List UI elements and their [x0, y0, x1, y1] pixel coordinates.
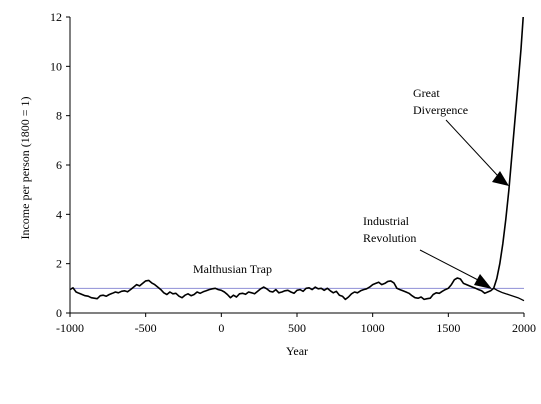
x-tick-label: -500	[135, 321, 157, 335]
annotation-industrial-revolution: Industrial Revolution	[363, 214, 492, 289]
x-axis-label: Year	[286, 344, 308, 358]
x-tick-label: 2000	[512, 321, 536, 335]
annotation-text: Divergence	[413, 103, 468, 117]
arrow-head	[474, 274, 492, 289]
y-tick-label: 10	[50, 59, 62, 73]
x-tick-label: 500	[288, 321, 306, 335]
series-line-1	[493, 287, 525, 302]
y-tick-label: 6	[56, 158, 62, 172]
y-tick-label: 0	[56, 306, 62, 320]
x-ticks: -1000 -500 0 500 1000 1500 2000	[56, 313, 536, 335]
series-group	[69, 16, 525, 302]
y-tick-label: 4	[56, 207, 62, 221]
annotation-text: Great	[413, 86, 440, 100]
y-tick-label: 2	[56, 257, 62, 271]
annotation-malthusian-trap: Malthusian Trap	[193, 262, 272, 276]
y-tick-label: 8	[56, 109, 62, 123]
annotation-text: Malthusian Trap	[193, 262, 272, 276]
arrow-head	[492, 171, 509, 186]
x-tick-label: 0	[218, 321, 224, 335]
annotation-text: Industrial	[363, 214, 410, 228]
annotation-great-divergence: Great Divergence	[413, 86, 509, 186]
x-tick-label: 1500	[436, 321, 460, 335]
y-ticks: 0 2 4 6 8 10 12	[50, 10, 70, 320]
annotation-text: Revolution	[363, 231, 416, 245]
series-line-0	[69, 16, 524, 301]
arrow-shaft	[445, 119, 499, 177]
x-tick-label: 1000	[361, 321, 385, 335]
y-tick-label: 12	[50, 10, 62, 24]
y-axis-label: Income per person (1800 = 1)	[18, 96, 32, 239]
x-tick-label: -1000	[56, 321, 84, 335]
arrow-shaft	[419, 249, 481, 282]
